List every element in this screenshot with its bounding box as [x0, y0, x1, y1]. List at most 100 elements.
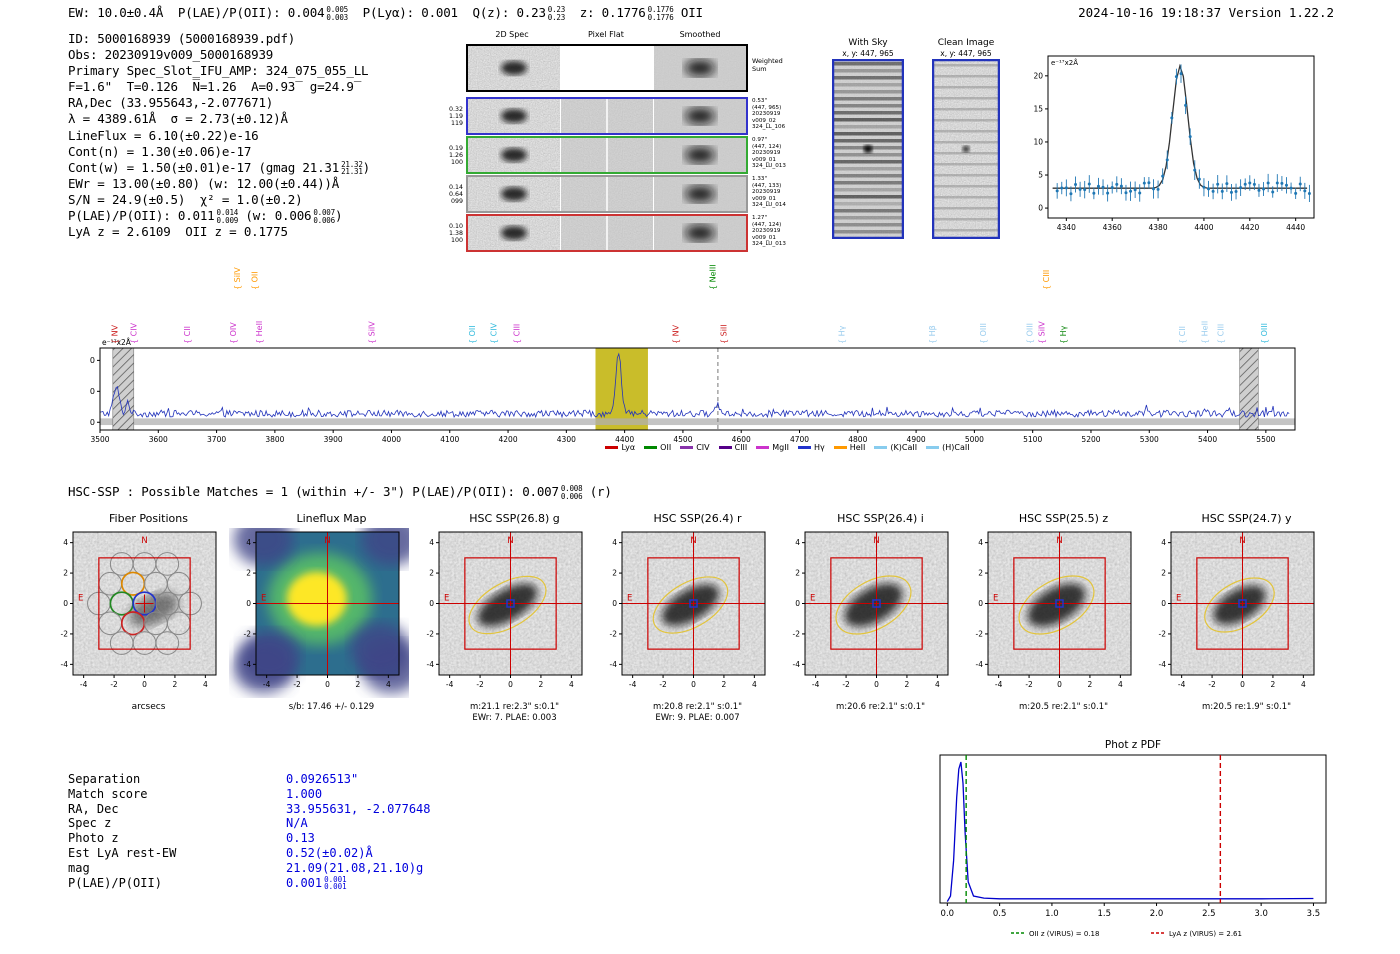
- legend-label: CIII: [734, 443, 748, 452]
- weight-value: 119: [450, 119, 463, 127]
- y-tick-label: 10: [1033, 137, 1043, 146]
- legend-swatch: [605, 446, 619, 449]
- annotation-line: (447, 133): [752, 182, 782, 189]
- x-tick-label: 4100: [440, 435, 459, 444]
- y-tick-label: -2: [427, 629, 435, 638]
- emission-blob: [501, 187, 527, 201]
- x-tick-label: -4: [263, 680, 271, 689]
- data-point: [1083, 188, 1087, 192]
- match-row: P(LAE)/P(OII) 0.001 0.001 0.001: [68, 876, 431, 891]
- weight-value: 0.19: [448, 144, 463, 152]
- stacked-uncertainty: 0.001 0.001: [324, 876, 347, 891]
- legend-label: OII: [660, 443, 672, 452]
- annotation-line: v009_01: [752, 156, 776, 163]
- legend-item: (K)CaII: [874, 443, 917, 452]
- data-point: [1271, 190, 1275, 194]
- line-fit-plot: 0 5 10 15 20 4340 4360 4380 4400 4420 4440 e⁻¹⁷x2Å: [1020, 44, 1320, 244]
- y-tick-label: -4: [976, 660, 984, 669]
- match-label: RA, Dec: [68, 801, 119, 816]
- data-point: [1202, 185, 1206, 189]
- text-segment: ID: 5000168939 (5000168939.pdf): [68, 31, 296, 46]
- uncertainty-upper: 0.23: [547, 5, 566, 14]
- data-point: [1207, 187, 1211, 191]
- pdf-curve: [946, 761, 1314, 902]
- plot-frame: [1047, 55, 1315, 219]
- data-point: [1074, 183, 1078, 187]
- text-segment: Primary Spec_Slot_IFU_AMP: 324_075_055_L…: [68, 63, 369, 79]
- y-tick-label: -4: [244, 660, 252, 669]
- x-tick-label: 0: [325, 680, 330, 689]
- emission-line-label: { SiIV: [368, 321, 377, 344]
- uncertainty-upper: 0.008: [560, 484, 583, 493]
- x-tick-label: 3900: [324, 435, 343, 444]
- panel-title: HSC SSP(26.4) r: [653, 512, 742, 525]
- x-tick-label: 3500: [90, 435, 109, 444]
- panel-caption: EWr: 7. PLAE: 0.003: [472, 713, 557, 723]
- emission-line-label: { HeII: [1201, 321, 1210, 344]
- y-tick-label: 0: [90, 418, 95, 427]
- info-line: LyA z = 2.6109 OII z = 0.1775: [68, 224, 370, 240]
- legend-label: (K)CaII: [890, 443, 918, 452]
- uncertainty-upper: 0.014: [216, 208, 239, 218]
- y-tick-label: 15: [1033, 104, 1043, 113]
- panel-caption: m:20.5 re:1.9" s:0.1": [1201, 702, 1292, 712]
- text-segment: EW: 10.0±0.4Å P(LAE)/P(OII): 0.004: [68, 5, 325, 20]
- legend-label: Lyα: [621, 443, 636, 452]
- x-tick-label: 4000: [382, 435, 401, 444]
- spectrum-legend: Lyα OII CIV CIII MgII Hγ HeII (K)CaII (H)CaII: [190, 443, 1385, 452]
- legend-swatch: [797, 446, 811, 449]
- stacked-uncertainty: 21.32 21.31: [341, 161, 363, 176]
- y-tick-label: 0: [978, 599, 983, 608]
- data-point: [1248, 181, 1252, 185]
- cutout-row-annotation: 1.33" (447, 133) 20230919 v009_01 324_LU_014: [752, 176, 838, 209]
- weight-value: 099: [450, 197, 463, 205]
- emission-blob: [501, 109, 527, 123]
- emission-blob: [501, 226, 527, 240]
- x-tick-label: 4420: [1240, 223, 1259, 232]
- y-tick-label: -2: [976, 629, 984, 638]
- panel-title: Fiber Positions: [109, 512, 188, 525]
- data-point: [1170, 116, 1174, 120]
- masked-region: [1239, 347, 1259, 431]
- photz-pdf-plot: Phot z PDF 0.0 0.5 1.0 1.5 2.0 2.5 3.0 3.5 OII z …: [928, 738, 1348, 950]
- y-tick-label: 4: [429, 538, 434, 547]
- y-tick-label: 2: [978, 569, 983, 578]
- emission-line-label: { Hβ: [928, 325, 937, 344]
- cutout-panel-fibers: Fiber Positions N E -4 -4 -2 -2 0 0 2 2 4 4 arcsecs: [46, 512, 226, 713]
- y-tick-label: 2: [429, 569, 434, 578]
- x-tick-label: -4: [446, 680, 454, 689]
- data-point: [1092, 191, 1096, 195]
- x-tick-label: 2: [173, 680, 178, 689]
- uncertainty-lower: 0.003: [326, 12, 348, 22]
- x-tick-label: 2: [1088, 680, 1093, 689]
- uncertainty-lower: 21.31: [341, 167, 363, 177]
- data-point: [1110, 186, 1114, 190]
- x-tick-label: -2: [293, 680, 301, 689]
- cutout-row-weights: 0.19 1.26 100: [443, 145, 463, 166]
- x-tick-label: 0: [142, 680, 147, 689]
- emission-line-label: { Hγ: [1059, 325, 1068, 344]
- legend-swatch: [644, 446, 658, 449]
- data-point: [1262, 187, 1266, 191]
- text-segment: HSC-SSP : Possible Matches = 1 (within +…: [68, 484, 559, 499]
- match-value: 33.955631, -2.077648: [286, 802, 431, 816]
- full-spectrum-chart: 0 10 20 3500 3600 3700 3800 3900 4000 4100 4200 430…: [85, 264, 1296, 444]
- panel-title: Lineflux Map: [296, 512, 367, 525]
- cutout-row-annotation: 0.53" (447, 965) 20230919 v009_02 324_LL_106: [752, 98, 838, 131]
- annotation-line: 324_LU_013: [752, 163, 786, 170]
- panel-plot: N E -4 -4 -2 -2 0 0 2 2 4 4: [976, 531, 1132, 689]
- x-tick-label: 2: [905, 680, 910, 689]
- x-tick-label: 3.0: [1254, 909, 1268, 919]
- y-tick-label: 20: [1033, 71, 1043, 80]
- info-line: F=1.6" T=0.126 N̅=1.26 A=0.93̅ g=24.9̅: [68, 79, 370, 95]
- sky-panel-title: With Sky: [848, 38, 888, 48]
- x-tick-label: 5100: [1023, 435, 1042, 444]
- data-point: [1055, 189, 1059, 193]
- y-tick-label: 0: [63, 599, 68, 608]
- text-segment: 0.001: [286, 875, 323, 890]
- x-tick-label: 0: [508, 680, 513, 689]
- spectrum-line: [99, 352, 1290, 419]
- panel-title: HSC SSP(25.5) z: [1018, 512, 1109, 525]
- weight-value: 0.32: [448, 105, 463, 113]
- match-row: Match score 1.000: [68, 787, 431, 802]
